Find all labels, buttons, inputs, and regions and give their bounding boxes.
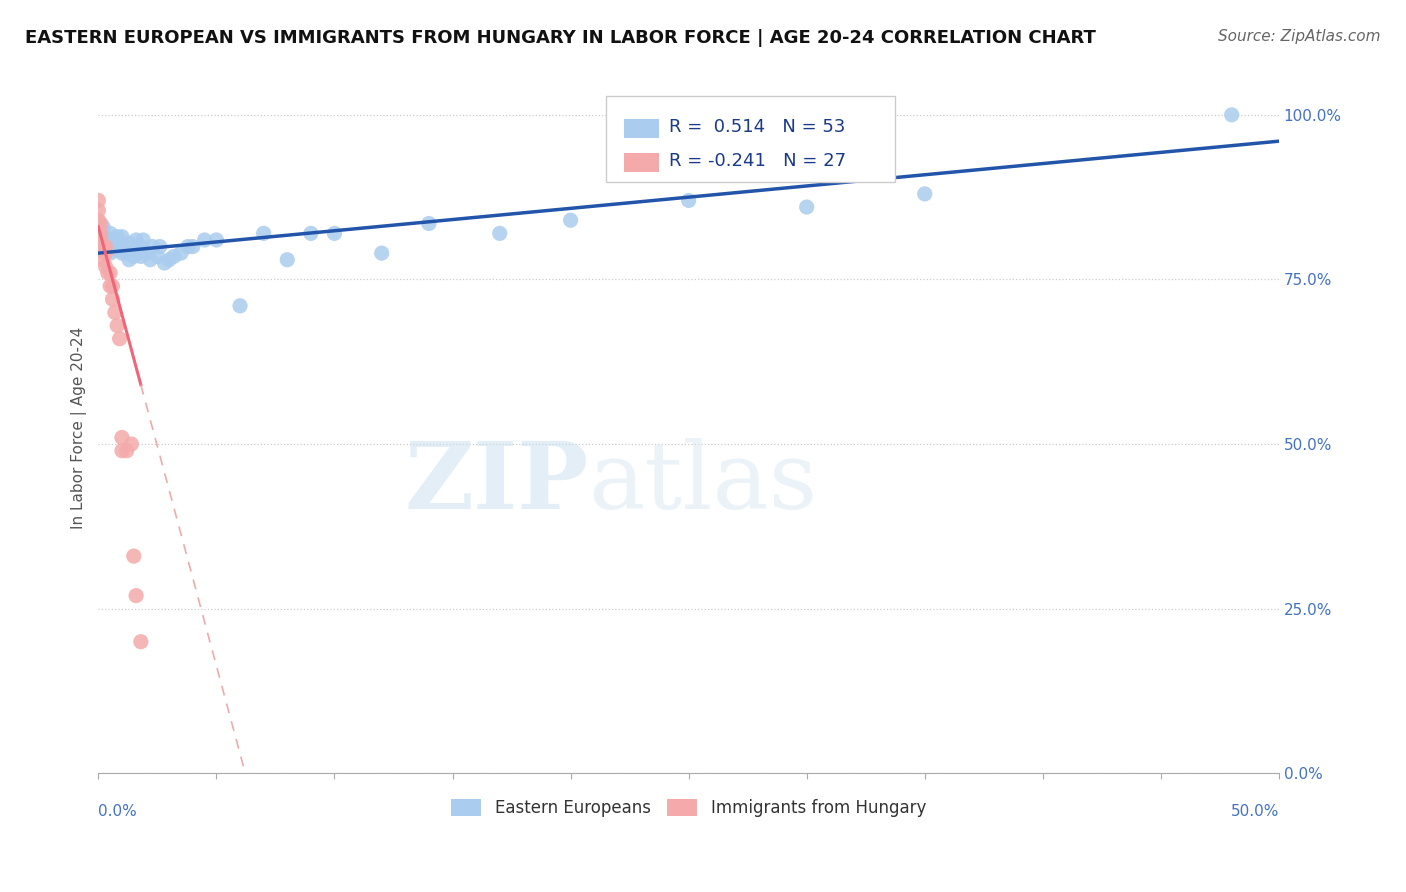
Point — [118, 252, 141, 267]
Point — [142, 239, 165, 253]
Point — [560, 213, 582, 227]
Point — [101, 292, 124, 306]
Point — [98, 227, 121, 241]
Point — [163, 249, 186, 263]
Point — [94, 239, 117, 253]
Point — [91, 239, 114, 253]
Bar — [624, 119, 659, 138]
Point — [914, 186, 936, 201]
Point — [120, 437, 142, 451]
Point — [115, 239, 138, 253]
Legend: Eastern Europeans, Immigrants from Hungary: Eastern Europeans, Immigrants from Hunga… — [444, 792, 932, 824]
Text: R =  0.514   N = 53: R = 0.514 N = 53 — [669, 118, 845, 136]
Point — [90, 217, 112, 231]
Point — [115, 246, 138, 260]
Point — [108, 332, 131, 346]
Point — [105, 318, 128, 333]
Text: Source: ZipAtlas.com: Source: ZipAtlas.com — [1218, 29, 1381, 44]
Point — [90, 239, 112, 253]
Point — [157, 252, 180, 267]
Point — [94, 260, 117, 274]
Point — [125, 589, 148, 603]
Point — [1220, 108, 1243, 122]
Point — [111, 431, 134, 445]
Point — [87, 203, 110, 218]
Text: 50.0%: 50.0% — [1230, 804, 1279, 819]
Point — [105, 243, 128, 257]
Bar — [624, 153, 659, 172]
Point — [91, 227, 114, 241]
FancyBboxPatch shape — [606, 95, 896, 182]
Point — [149, 239, 172, 253]
Point — [104, 305, 127, 319]
Point — [94, 246, 117, 260]
Point — [87, 213, 110, 227]
Point — [111, 443, 134, 458]
Point — [108, 239, 131, 253]
Point — [120, 239, 142, 253]
Point — [115, 443, 138, 458]
Point — [153, 256, 176, 270]
Point — [125, 233, 148, 247]
Point — [276, 252, 298, 267]
Point — [101, 279, 124, 293]
Point — [94, 239, 117, 253]
Point — [90, 233, 112, 247]
Point — [129, 239, 152, 253]
Point — [323, 227, 346, 241]
Point — [90, 227, 112, 241]
Point — [129, 634, 152, 648]
Point — [98, 246, 121, 260]
Point — [132, 233, 155, 247]
Point — [118, 236, 141, 251]
Point — [170, 246, 193, 260]
Point — [177, 239, 200, 253]
Point — [122, 549, 145, 563]
Point — [111, 229, 134, 244]
Y-axis label: In Labor Force | Age 20-24: In Labor Force | Age 20-24 — [72, 326, 87, 529]
Point — [90, 243, 112, 257]
Point — [135, 246, 157, 260]
Point — [105, 229, 128, 244]
Point — [111, 239, 134, 253]
Point — [205, 233, 228, 247]
Text: R = -0.241   N = 27: R = -0.241 N = 27 — [669, 153, 845, 170]
Point — [111, 246, 134, 260]
Text: EASTERN EUROPEAN VS IMMIGRANTS FROM HUNGARY IN LABOR FORCE | AGE 20-24 CORRELATI: EASTERN EUROPEAN VS IMMIGRANTS FROM HUNG… — [25, 29, 1097, 46]
Point — [122, 249, 145, 263]
Point — [98, 279, 121, 293]
Point — [146, 249, 169, 263]
Point — [129, 249, 152, 263]
Point — [90, 233, 112, 247]
Point — [101, 239, 124, 253]
Point — [97, 233, 120, 247]
Point — [299, 227, 322, 241]
Point — [87, 194, 110, 208]
Point — [194, 233, 217, 247]
Point — [488, 227, 510, 241]
Text: 0.0%: 0.0% — [98, 804, 138, 819]
Point — [104, 233, 127, 247]
Point — [122, 239, 145, 253]
Point — [97, 266, 120, 280]
Point — [229, 299, 252, 313]
Text: ZIP: ZIP — [404, 438, 588, 528]
Point — [139, 252, 162, 267]
Point — [91, 219, 114, 234]
Point — [253, 227, 276, 241]
Point — [98, 266, 121, 280]
Text: atlas: atlas — [588, 438, 817, 528]
Point — [796, 200, 818, 214]
Point — [678, 194, 700, 208]
Point — [91, 252, 114, 267]
Point — [181, 239, 204, 253]
Point — [370, 246, 392, 260]
Point — [418, 217, 440, 231]
